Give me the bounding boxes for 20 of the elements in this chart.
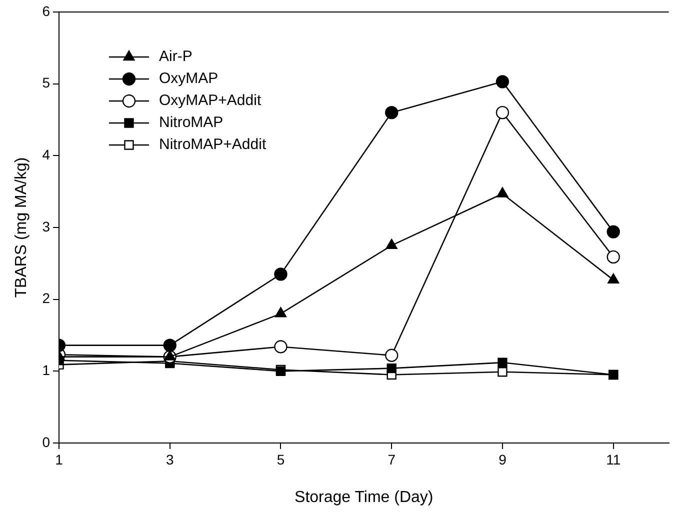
x-tick-label: 7 — [388, 451, 396, 468]
y-tick-label: 5 — [42, 74, 50, 91]
x-tick-label: 1 — [55, 451, 64, 468]
legend-label: NitroMAP — [158, 114, 224, 132]
x-tick-label: 5 — [276, 451, 285, 468]
legend-label: Air-P — [158, 48, 192, 66]
x-tick-label: 3 — [166, 451, 174, 468]
legend-label: OxyMAP+Addit — [158, 92, 262, 110]
y-tick-label: 1 — [42, 362, 50, 378]
x-axis-title: Storage Time (Day) — [294, 488, 434, 506]
y-tick-label: 2 — [42, 290, 50, 306]
y-tick-label: 0 — [42, 434, 50, 450]
y-tick-label: 3 — [42, 218, 50, 234]
legend-label: NitroMAP+Addit — [158, 136, 267, 154]
y-tick-label: 6 — [42, 2, 50, 19]
legend-label: OxyMAP — [158, 70, 218, 88]
x-tick-label: 11 — [606, 451, 621, 468]
x-tick-label: 9 — [498, 451, 507, 468]
y-axis-title: TBARS (mg MA/kg) — [13, 157, 30, 298]
y-tick-label: 4 — [42, 146, 50, 163]
